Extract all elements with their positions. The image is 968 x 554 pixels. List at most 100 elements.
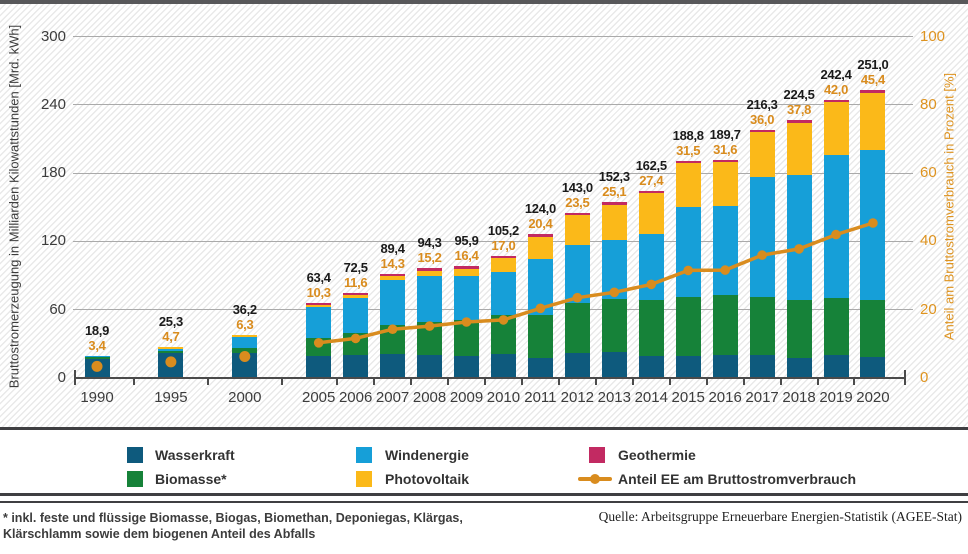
bar-segment-windenergie-2008: [417, 275, 443, 322]
bar-segment-biomasse-2014: [638, 299, 664, 356]
x-label-2015: 2015: [671, 389, 705, 406]
bar-segment-geothermie-2015: [675, 160, 701, 164]
share-label-2015: 31,5: [676, 142, 701, 158]
bar-segment-wasserkraft-2009: [454, 356, 479, 378]
bar-segment-wasserkraft-2014: [638, 355, 664, 378]
bar-segment-geothermie-2006: [343, 292, 369, 296]
x-label-2008: 2008: [412, 389, 447, 406]
bar-segment-biomasse-2020: [860, 300, 886, 357]
bar-segment-photovoltaik-2005: [306, 305, 332, 308]
left-tick-180: 180: [40, 164, 66, 182]
bar-segment-photovoltaik-2006: [343, 295, 369, 298]
share-label-2009: 16,4: [454, 248, 479, 264]
bar-segment-biomasse-2008: [417, 321, 443, 355]
x-tick: [373, 379, 376, 385]
share-label-2018: 37,8: [786, 102, 812, 118]
legend-label-photovoltaik: Photovoltaik: [385, 471, 470, 487]
total-label-1990: 18,9: [84, 322, 110, 338]
legend-swatch-biomasse: [127, 471, 143, 487]
bar-segment-wasserkraft-2020: [860, 356, 886, 378]
gridline-180: [73, 172, 913, 174]
bar-segment-photovoltaik-2011: [527, 236, 553, 260]
x-label-2007: 2007: [375, 389, 410, 406]
share-label-1990: 3,4: [88, 337, 106, 353]
bar-segment-windenergie-2019: [823, 155, 849, 299]
bar-segment-biomasse-2000: [232, 347, 258, 354]
left-tick-240: 240: [40, 95, 66, 113]
x-tick: [280, 379, 283, 385]
x-tick: [557, 379, 560, 385]
total-label-2014: 162,5: [635, 157, 667, 173]
bar-segment-geothermie-2018: [786, 120, 812, 123]
x-label-2020: 2020: [856, 389, 890, 406]
left-axis-title: Bruttostromerzeugung in Milliarden Kilow…: [6, 24, 22, 389]
x-label-2016: 2016: [708, 389, 742, 406]
share-label-2007: 14,3: [380, 255, 405, 271]
bar-segment-biomasse-2019: [823, 298, 849, 355]
total-label-2005: 63,4: [306, 269, 331, 285]
total-label-2009: 95,9: [454, 233, 479, 249]
left-tick-60: 60: [49, 300, 66, 318]
bar-segment-biomasse-2018: [786, 299, 812, 358]
bar-segment-photovoltaik-2012: [564, 215, 590, 246]
total-label-2015: 188,8: [672, 127, 704, 143]
bar-segment-wasserkraft-2012: [564, 352, 590, 378]
bar-segment-photovoltaik-2020: [860, 92, 886, 151]
bar-segment-geothermie-2010: [490, 255, 516, 259]
total-label-2017: 216,3: [746, 96, 778, 112]
total-label-2013: 152,3: [598, 169, 630, 185]
x-tick: [206, 379, 209, 385]
bar-segment-wasserkraft-2016: [712, 354, 738, 378]
x-tick: [742, 379, 745, 385]
bar-segment-wasserkraft-2008: [417, 354, 443, 378]
total-label-2018: 224,5: [783, 87, 815, 103]
x-label-2019: 2019: [819, 389, 853, 406]
legend-swatch-geothermie: [589, 447, 605, 463]
bar-segment-geothermie-2009: [454, 266, 479, 269]
x-label-2014: 2014: [634, 389, 668, 406]
x-tick: [779, 379, 782, 385]
bar-segment-photovoltaik-2018: [786, 122, 812, 175]
bar-segment-windenergie-2011: [527, 259, 553, 315]
bar-segment-photovoltaik-2009: [454, 268, 479, 277]
x-label-2011: 2011: [524, 389, 557, 406]
bottom-divider: [0, 493, 968, 503]
x-tick: [705, 379, 708, 385]
bar-segment-wasserkraft-1995: [158, 353, 184, 378]
bar-segment-wasserkraft-2015: [675, 356, 701, 378]
legend-label-windenergie: Windenergie: [385, 447, 469, 463]
bar-segment-photovoltaik-2017: [749, 132, 775, 177]
bar-segment-biomasse-2013: [601, 298, 627, 352]
bar-segment-photovoltaik-2010: [490, 258, 516, 272]
share-label-2005: 10,3: [306, 284, 331, 300]
bar-segment-biomasse-2012: [564, 302, 590, 353]
bar-segment-geothermie-2011: [527, 234, 553, 237]
bar-segment-geothermie-2007: [380, 273, 406, 277]
bar-segment-photovoltaik-2008: [417, 270, 443, 276]
bar-segment-windenergie-2015: [675, 207, 701, 298]
total-label-2011: 124,0: [524, 201, 556, 217]
x-tick: [853, 379, 856, 385]
footnote: * inkl. feste und flüssige Biomasse, Bio…: [3, 510, 463, 542]
share-label-2012: 23,5: [565, 194, 590, 210]
share-label-2016: 31,6: [713, 141, 738, 157]
bar-segment-photovoltaik-1995: [158, 347, 184, 350]
total-label-2007: 89,4: [380, 240, 405, 256]
bar-segment-wasserkraft-2006: [343, 355, 369, 378]
share-label-2000: 6,3: [236, 316, 254, 332]
share-label-2017: 36,0: [750, 111, 775, 127]
footnote-line-2: Klärschlamm sowie dem biogenen Anteil de…: [3, 527, 316, 541]
source-credit: Quelle: Arbeitsgruppe Erneuerbare Energi…: [598, 509, 962, 524]
x-label-2006: 2006: [338, 389, 373, 406]
right-tick-0: 0: [920, 369, 929, 386]
bar-segment-photovoltaik-2014: [638, 193, 664, 235]
share-label-2006: 11,6: [343, 274, 368, 290]
legend-swatch-windenergie: [356, 447, 372, 463]
bar-segment-windenergie-2014: [638, 234, 664, 300]
x-tick: [410, 379, 413, 385]
share-label-2010: 17,0: [491, 237, 516, 253]
bar-segment-wasserkraft-1990: [84, 358, 110, 378]
bar-segment-biomasse-2017: [749, 297, 775, 355]
bar-segment-biomasse-2005: [306, 338, 332, 356]
x-label-2012: 2012: [560, 389, 595, 406]
